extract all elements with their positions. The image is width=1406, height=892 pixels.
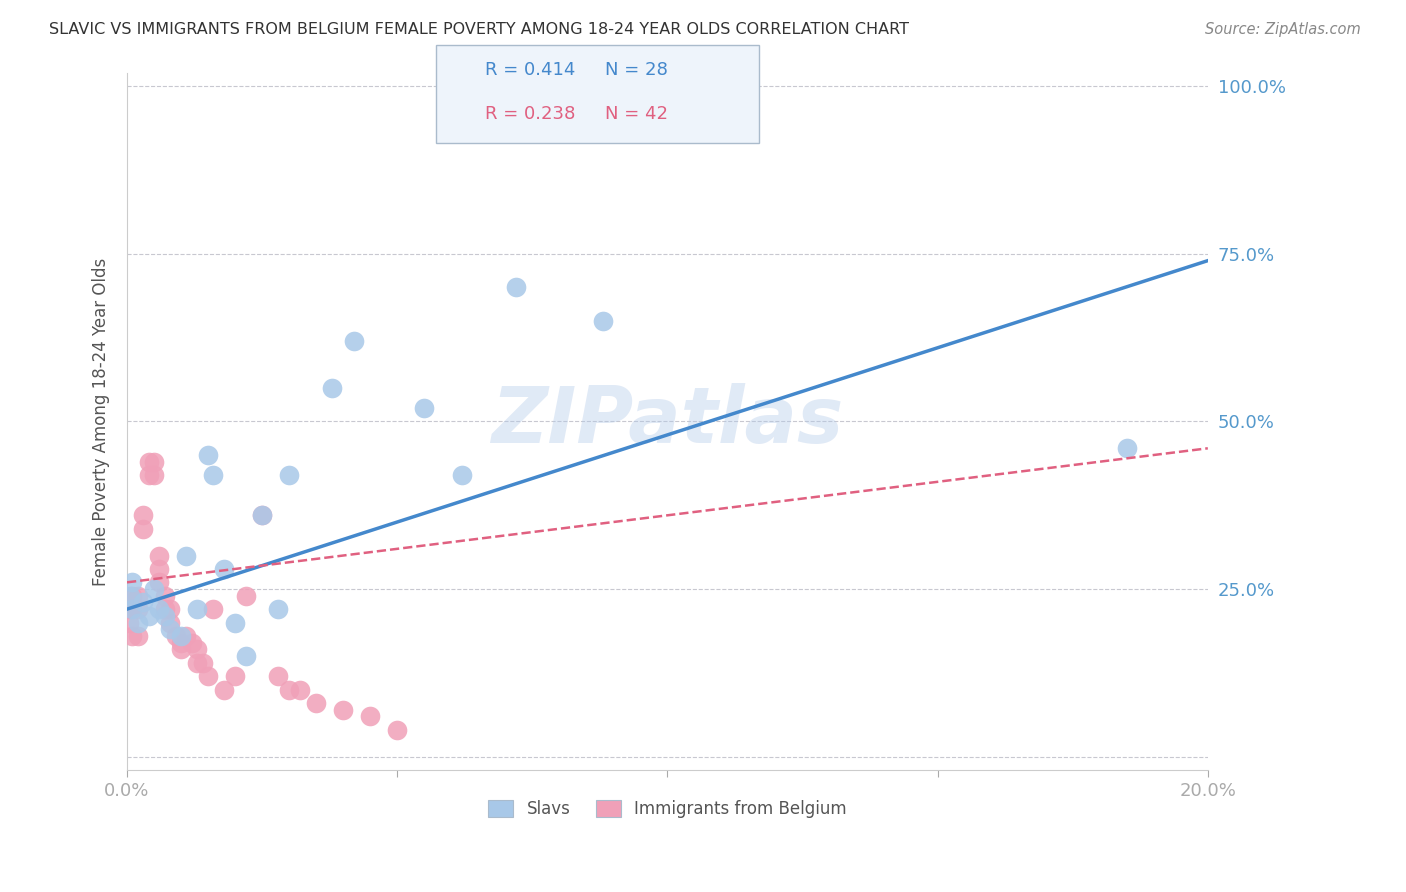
Point bbox=[305, 696, 328, 710]
Point bbox=[214, 682, 236, 697]
Point bbox=[138, 455, 160, 469]
Point bbox=[148, 549, 170, 563]
Point bbox=[121, 602, 143, 616]
Text: Source: ZipAtlas.com: Source: ZipAtlas.com bbox=[1205, 22, 1361, 37]
Point bbox=[121, 602, 143, 616]
Point bbox=[159, 615, 181, 630]
Point bbox=[250, 508, 273, 523]
Point bbox=[186, 656, 208, 670]
Point bbox=[186, 602, 208, 616]
Point bbox=[180, 635, 202, 649]
Legend: Slavs, Immigrants from Belgium: Slavs, Immigrants from Belgium bbox=[482, 793, 853, 824]
Point bbox=[413, 401, 436, 415]
Point bbox=[202, 468, 225, 483]
Point bbox=[121, 629, 143, 643]
Point bbox=[278, 682, 301, 697]
Point bbox=[235, 589, 257, 603]
Point bbox=[127, 629, 149, 643]
Text: R = 0.414: R = 0.414 bbox=[485, 61, 575, 78]
Y-axis label: Female Poverty Among 18-24 Year Olds: Female Poverty Among 18-24 Year Olds bbox=[93, 258, 110, 586]
Point bbox=[143, 582, 166, 596]
Point bbox=[288, 682, 311, 697]
Point bbox=[321, 381, 343, 395]
Text: N = 42: N = 42 bbox=[605, 105, 668, 123]
Text: ZIPatlas: ZIPatlas bbox=[491, 384, 844, 459]
Point bbox=[121, 575, 143, 590]
Point bbox=[202, 602, 225, 616]
Point bbox=[148, 562, 170, 576]
Point bbox=[224, 615, 246, 630]
Point bbox=[197, 448, 219, 462]
Point bbox=[170, 629, 193, 643]
Point bbox=[235, 648, 257, 663]
Point bbox=[170, 642, 193, 657]
Point bbox=[153, 589, 176, 603]
Point bbox=[186, 642, 208, 657]
Point bbox=[153, 602, 176, 616]
Point bbox=[359, 709, 381, 723]
Point bbox=[159, 602, 181, 616]
Point bbox=[117, 615, 139, 630]
Text: SLAVIC VS IMMIGRANTS FROM BELGIUM FEMALE POVERTY AMONG 18-24 YEAR OLDS CORRELATI: SLAVIC VS IMMIGRANTS FROM BELGIUM FEMALE… bbox=[49, 22, 910, 37]
Point bbox=[592, 314, 614, 328]
Point bbox=[1115, 442, 1137, 456]
Point bbox=[343, 334, 366, 348]
Point bbox=[132, 522, 155, 536]
Point bbox=[148, 575, 170, 590]
Point bbox=[159, 622, 181, 636]
Point bbox=[143, 468, 166, 483]
Point bbox=[153, 608, 176, 623]
Point bbox=[191, 656, 214, 670]
Point bbox=[176, 629, 198, 643]
Point bbox=[214, 562, 236, 576]
Point bbox=[451, 468, 474, 483]
Point bbox=[138, 468, 160, 483]
Point bbox=[138, 608, 160, 623]
Point bbox=[332, 703, 354, 717]
Point bbox=[197, 669, 219, 683]
Point bbox=[118, 589, 141, 603]
Point bbox=[170, 635, 193, 649]
Point bbox=[132, 508, 155, 523]
Point bbox=[143, 455, 166, 469]
Point bbox=[267, 602, 290, 616]
Point bbox=[250, 508, 273, 523]
Text: R = 0.238: R = 0.238 bbox=[485, 105, 575, 123]
Point bbox=[278, 468, 301, 483]
Point bbox=[165, 629, 187, 643]
Point bbox=[118, 602, 141, 616]
Point bbox=[127, 615, 149, 630]
Point bbox=[121, 589, 143, 603]
Point bbox=[224, 669, 246, 683]
Point bbox=[148, 602, 170, 616]
Text: N = 28: N = 28 bbox=[605, 61, 668, 78]
Point bbox=[132, 595, 155, 609]
Point bbox=[127, 602, 149, 616]
Point bbox=[267, 669, 290, 683]
Point bbox=[127, 589, 149, 603]
Point bbox=[505, 280, 527, 294]
Point bbox=[176, 549, 198, 563]
Point bbox=[387, 723, 409, 737]
